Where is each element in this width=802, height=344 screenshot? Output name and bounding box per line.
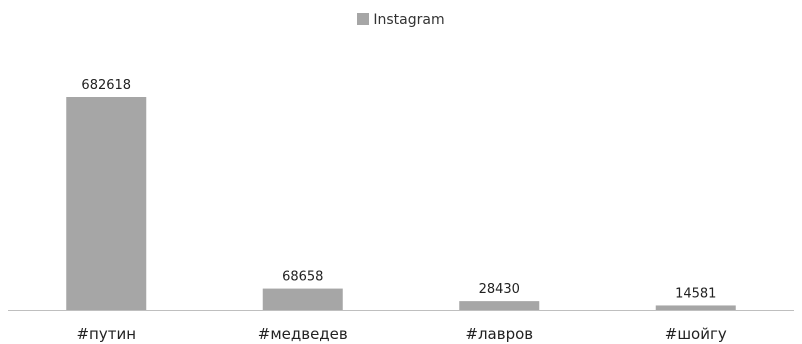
- x-tick-label-1: #медведев: [258, 325, 348, 343]
- x-tick-label-0: #путин: [76, 325, 136, 343]
- legend: Instagram: [0, 12, 802, 28]
- x-tick-label-2: #лавров: [465, 325, 533, 343]
- bar-3: [655, 305, 736, 310]
- bars: [66, 97, 736, 310]
- bar-1: [262, 288, 343, 310]
- data-label-1: 68658: [282, 270, 323, 285]
- data-label-3: 14581: [675, 286, 716, 301]
- x-tick-labels: #путин #медведев #лавров #шойгу: [76, 325, 726, 343]
- x-tick-label-3: #шойгу: [665, 325, 727, 343]
- bar-2: [459, 301, 540, 310]
- data-label-2: 28430: [479, 282, 520, 297]
- bar-0: [66, 97, 147, 310]
- legend-swatch: [357, 13, 370, 25]
- data-labels: 682618 68658 28430 14581: [81, 78, 716, 301]
- legend-label: Instagram: [373, 12, 445, 28]
- data-label-0: 682618: [81, 78, 131, 93]
